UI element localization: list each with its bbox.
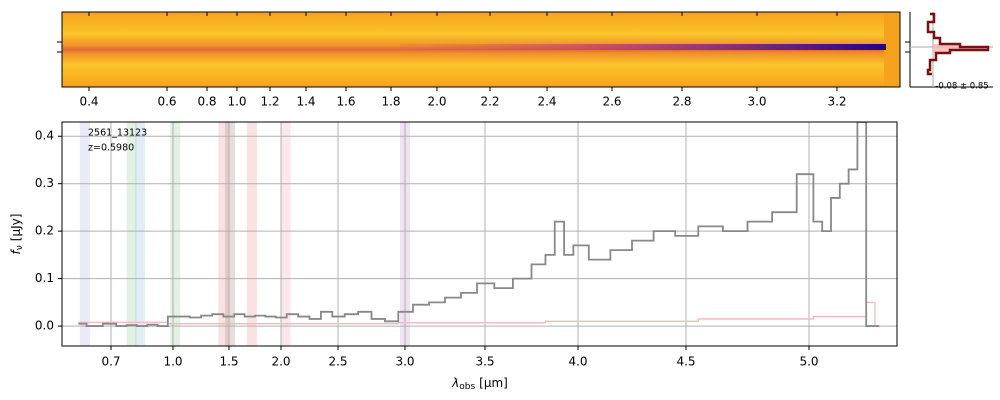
line-band	[225, 122, 236, 346]
x-tick-label: 4.0	[568, 355, 587, 369]
top-tick-label: 0.6	[157, 95, 176, 109]
series-group	[78, 122, 880, 327]
top-tick-label: 2.4	[537, 95, 556, 109]
top-tick-label: 0.8	[197, 95, 216, 109]
y-label-sub: ν	[15, 245, 25, 250]
top-tick-label: 0.4	[79, 95, 98, 109]
x-axis-label: λobs [μm]	[451, 376, 508, 392]
top-tick-label: 2.2	[480, 95, 499, 109]
line-band	[126, 122, 137, 346]
frame	[61, 11, 901, 88]
top-tick-label: 1.6	[336, 95, 355, 109]
x-tick-label: 4.5	[676, 355, 695, 369]
top-tick-label: 2.0	[427, 95, 446, 109]
x-tick-label: 1.5	[219, 355, 238, 369]
x-tick-label: 3.0	[395, 355, 414, 369]
x-tick-label: 1.0	[163, 355, 182, 369]
trace	[400, 44, 886, 50]
x-tick-label: 5.0	[799, 355, 818, 369]
y-tick-label: 0.4	[35, 129, 54, 143]
y-label-unit: [μJy]	[9, 214, 23, 242]
profile-fill	[933, 44, 985, 53]
annotation: 2561_13123	[88, 128, 147, 139]
y-label-main: f	[9, 248, 23, 254]
top-tick-label: 1.8	[381, 95, 400, 109]
x-tick-label: 0.7	[101, 355, 120, 369]
line-band	[79, 122, 90, 346]
x-label-sub: obs	[459, 382, 475, 392]
y-tick-label: 0.0	[35, 319, 54, 333]
x-tick-label: 2.0	[271, 355, 290, 369]
y-tick-label: 0.1	[35, 271, 54, 285]
top-tick-label: 3.2	[827, 95, 846, 109]
top-tick-label: 2.6	[602, 95, 621, 109]
top-tick-label: 2.8	[672, 95, 691, 109]
axes-frame	[61, 121, 898, 347]
top-tick-label: 3.0	[747, 95, 766, 109]
top-tick-label: 1.4	[296, 95, 315, 109]
top-tick-label: 1.2	[260, 95, 279, 109]
line-band	[280, 122, 291, 346]
y-axis-label: fν [μJy]	[9, 214, 25, 255]
line-band	[134, 122, 145, 346]
top-tick-label: 1.0	[227, 95, 246, 109]
main-axes	[62, 122, 897, 346]
annotation: z=0.5980	[88, 143, 134, 154]
line-band	[170, 122, 181, 346]
spectrum-error	[78, 301, 880, 327]
profile-label: -0.08 ± 0.85	[935, 82, 988, 92]
spectrum-flux	[78, 122, 880, 327]
line-band	[246, 122, 257, 346]
x-tick-label: 2.5	[328, 355, 347, 369]
x-label-unit: [μm]	[479, 376, 508, 390]
line-band	[218, 122, 229, 346]
spectrum-2d	[57, 11, 901, 88]
y-tick-label: 0.2	[35, 224, 54, 238]
profile	[926, 12, 990, 76]
profile-panel: -0.08 ± 0.85	[905, 12, 993, 92]
x-tick-label: 3.5	[475, 355, 494, 369]
y-tick-label: 0.3	[35, 176, 54, 190]
x-label-main: λ	[451, 376, 459, 390]
heatmap-edge	[884, 12, 900, 87]
